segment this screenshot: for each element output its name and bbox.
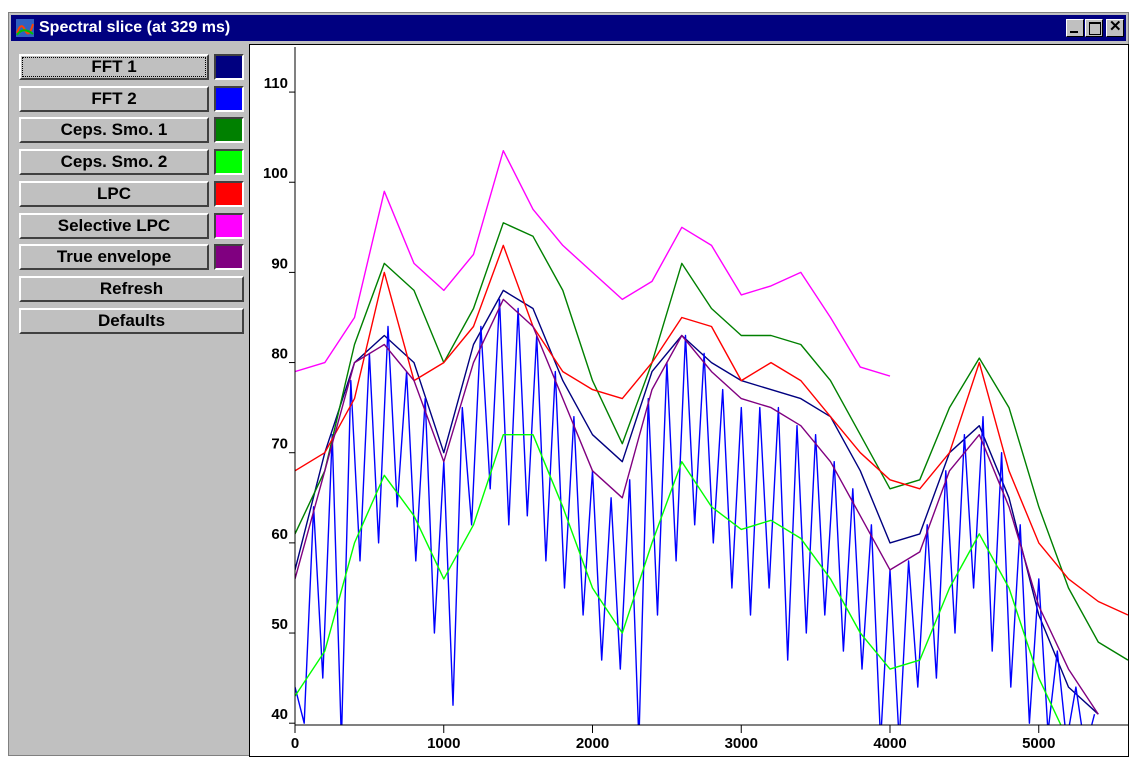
y-tick-label: 90 [271, 255, 288, 272]
window-title: Spectral slice (at 329 ms) [39, 19, 231, 36]
series-button[interactable]: FFT 2 [19, 85, 209, 112]
color-swatch[interactable] [214, 117, 244, 144]
x-tick-label: 3000 [725, 735, 758, 752]
series-line [295, 244, 1128, 616]
close-button[interactable]: ✕ [1106, 18, 1124, 37]
series-line [295, 222, 1128, 661]
y-tick-label: 70 [271, 436, 288, 453]
maximize-button[interactable] [1085, 19, 1103, 37]
x-tick-label: 1000 [427, 735, 460, 752]
color-swatch[interactable] [214, 244, 244, 271]
series-line [295, 434, 1062, 725]
x-tick-label: 5000 [1022, 735, 1055, 752]
series-line [295, 150, 891, 377]
series-line [295, 298, 1099, 715]
color-swatch[interactable] [214, 212, 244, 239]
plot-area: 40 50 60 70 80 90 100 110 0 1000 2000 3000 4000 5000 [249, 44, 1129, 757]
color-swatch[interactable] [214, 85, 244, 112]
y-tick-label: 50 [271, 616, 288, 633]
y-tick-label: 40 [271, 706, 288, 723]
y-tick-label: 100 [263, 165, 288, 182]
y-tick-label: 110 [264, 75, 288, 92]
series-button[interactable]: LPC [19, 180, 209, 207]
series-button[interactable]: True envelope [19, 244, 209, 271]
action-button[interactable]: Defaults [19, 307, 244, 334]
window: Spectral slice (at 329 ms) ✕ FFT 1 FFT 2 C… [8, 12, 1129, 757]
series-button[interactable]: FFT 1 [19, 54, 209, 80]
app-icon [16, 19, 34, 37]
x-tick-label: 0 [291, 735, 299, 752]
series-button[interactable]: Ceps. Smo. 1 [19, 117, 209, 144]
series-button[interactable]: Selective LPC [19, 212, 209, 239]
title-bar: Spectral slice (at 329 ms) ✕ [11, 15, 1126, 41]
color-swatch[interactable] [214, 149, 244, 176]
series-button[interactable]: Ceps. Smo. 2 [19, 149, 209, 176]
series-line [295, 298, 1096, 725]
action-button[interactable]: Refresh [19, 275, 244, 302]
x-tick-label: 2000 [576, 735, 609, 752]
color-swatch[interactable] [214, 180, 244, 207]
x-tick-label: 4000 [873, 735, 906, 752]
color-swatch[interactable] [214, 54, 244, 80]
chart: 40 50 60 70 80 90 100 110 0 1000 2000 3000 4000 5000 [263, 47, 1128, 752]
y-tick-label: 80 [271, 346, 288, 363]
minimize-button[interactable] [1066, 19, 1084, 37]
y-tick-label: 60 [271, 526, 288, 543]
